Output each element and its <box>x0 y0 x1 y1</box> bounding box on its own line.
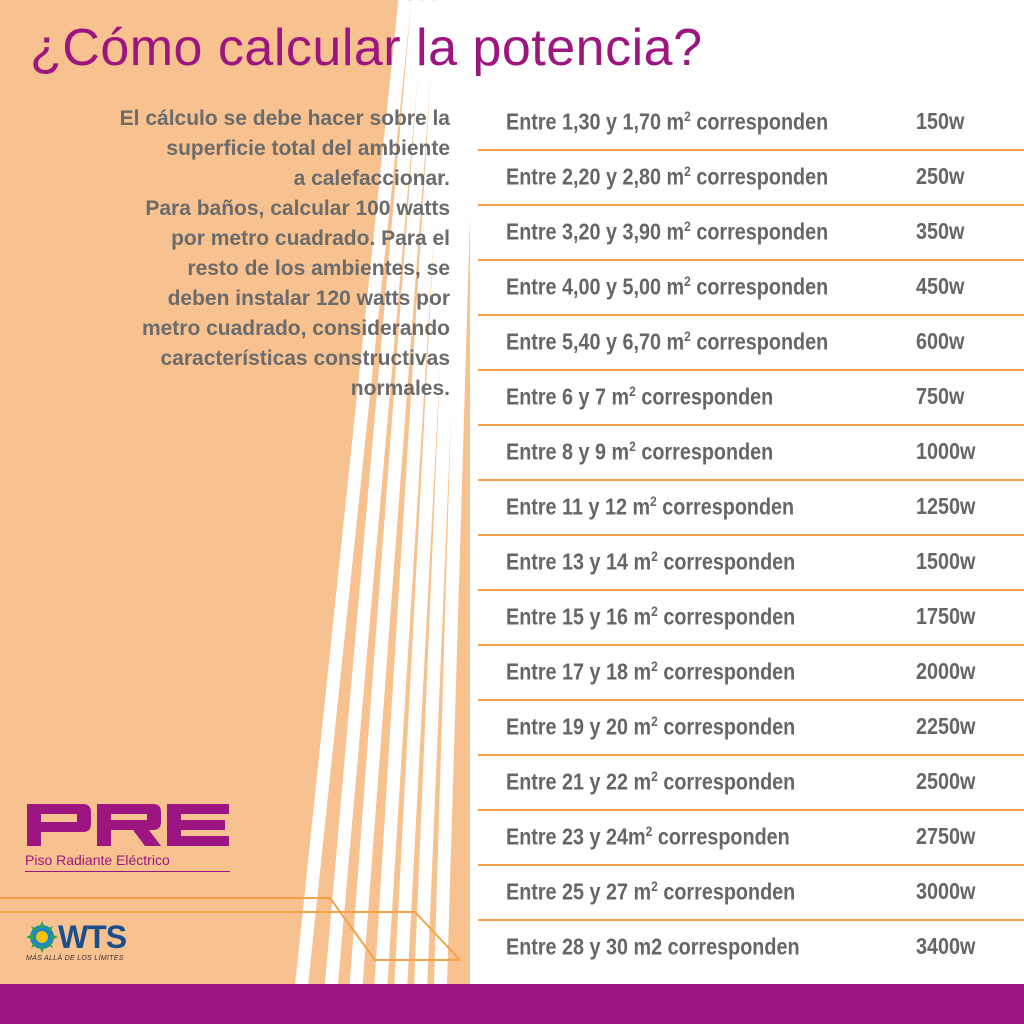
row-watts: 2000w <box>916 658 976 684</box>
row-watts: 2500w <box>916 768 976 794</box>
table-row: Entre 15 y 16 m2 corresponden 1750w <box>478 591 1024 646</box>
row-watts: 1250w <box>916 493 976 519</box>
pre-logo-mark <box>27 804 229 846</box>
row-watts: 750w <box>916 383 965 409</box>
footer-bar <box>0 984 1024 1024</box>
sun-icon <box>26 921 58 953</box>
description-line: deben instalar 120 watts por <box>167 287 450 310</box>
row-watts: 150w <box>916 108 965 134</box>
table-row: Entre 13 y 14 m2 corresponden 1500w <box>478 536 1024 591</box>
description-line: a calefaccionar. <box>293 167 450 190</box>
table-row: Entre 17 y 18 m2 corresponden 2000w <box>478 646 1024 701</box>
row-watts: 1500w <box>916 548 976 574</box>
row-range: Entre 28 y 30 m2 corresponden <box>506 933 800 960</box>
row-range: Entre 6 y 7 m2 corresponden <box>506 383 774 410</box>
row-watts: 1750w <box>916 603 976 629</box>
row-watts: 2750w <box>916 823 976 849</box>
row-range: Entre 21 y 22 m2 corresponden <box>506 768 796 795</box>
table-row: Entre 28 y 30 m2 corresponden 3400w <box>478 921 1024 976</box>
table-row: Entre 19 y 20 m2 corresponden 2250w <box>478 701 1024 756</box>
table-row: Entre 3,20 y 3,90 m2 corresponden 350w <box>478 206 1024 261</box>
description-line: normales. <box>350 377 450 400</box>
wts-tagline: MÁS ALLÁ DE LOS LÍMITES <box>26 955 124 962</box>
row-range: Entre 4,00 y 5,00 m2 corresponden <box>506 273 829 300</box>
row-range: Entre 2,20 y 2,80 m2 corresponden <box>506 163 829 190</box>
row-range: Entre 23 y 24m2 corresponden <box>506 823 790 850</box>
row-range: Entre 8 y 9 m2 corresponden <box>506 438 774 465</box>
description-line: metro cuadrado, considerando <box>141 317 450 340</box>
table-row: Entre 4,00 y 5,00 m2 corresponden 450w <box>478 261 1024 316</box>
row-watts: 2250w <box>916 713 976 739</box>
page-title: ¿Cómo calcular la potencia? <box>30 19 703 77</box>
row-watts: 1000w <box>916 438 976 464</box>
pre-logo: Piso Radiante Eléctrico <box>25 800 230 872</box>
wts-logo: WTS MÁS ALLÁ DE LOS LÍMITES <box>26 920 166 962</box>
row-range: Entre 3,20 y 3,90 m2 corresponden <box>506 218 829 245</box>
row-watts: 3400w <box>916 933 976 959</box>
wts-logo-mark: WTS <box>58 919 127 955</box>
row-watts: 250w <box>916 163 965 189</box>
row-range: Entre 5,40 y 6,70 m2 corresponden <box>506 328 829 355</box>
description-line: superficie total del ambiente <box>166 137 450 160</box>
table-row: Entre 5,40 y 6,70 m2 corresponden 600w <box>478 316 1024 371</box>
description-line: El cálculo se debe hacer sobre la <box>119 107 450 130</box>
row-range: Entre 13 y 14 m2 corresponden <box>506 548 796 575</box>
row-range: Entre 17 y 18 m2 corresponden <box>506 658 796 685</box>
table-row: Entre 23 y 24m2 corresponden 2750w <box>478 811 1024 866</box>
row-range: Entre 11 y 12 m2 corresponden <box>506 493 795 520</box>
power-table: Entre 1,30 y 1,70 m2 corresponden 150w En… <box>478 96 1024 976</box>
table-row: Entre 2,20 y 2,80 m2 corresponden 250w <box>478 151 1024 206</box>
row-range: Entre 1,30 y 1,70 m2 corresponden <box>506 108 829 135</box>
table-row: Entre 25 y 27 m2 corresponden 3000w <box>478 866 1024 921</box>
row-watts: 350w <box>916 218 965 244</box>
description-line: Para baños, calcular 100 watts <box>145 197 450 220</box>
table-row: Entre 1,30 y 1,70 m2 corresponden 150w <box>478 96 1024 151</box>
table-row: Entre 6 y 7 m2 corresponden 750w <box>478 371 1024 426</box>
table-row: Entre 8 y 9 m2 corresponden 1000w <box>478 426 1024 481</box>
description: El cálculo se debe hacer sobre la superf… <box>20 104 450 404</box>
row-watts: 3000w <box>916 878 976 904</box>
row-watts: 600w <box>916 328 965 354</box>
description-line: resto de los ambientes, se <box>187 257 450 280</box>
description-line: características constructivas <box>160 347 451 370</box>
row-range: Entre 19 y 20 m2 corresponden <box>506 713 796 740</box>
row-range: Entre 15 y 16 m2 corresponden <box>506 603 796 630</box>
pre-logo-caption: Piso Radiante Eléctrico <box>25 852 230 872</box>
description-line: por metro cuadrado. Para el <box>171 227 450 250</box>
table-row: Entre 21 y 22 m2 corresponden 2500w <box>478 756 1024 811</box>
row-range: Entre 25 y 27 m2 corresponden <box>506 878 796 905</box>
row-watts: 450w <box>916 273 965 299</box>
table-row: Entre 11 y 12 m2 corresponden 1250w <box>478 481 1024 536</box>
